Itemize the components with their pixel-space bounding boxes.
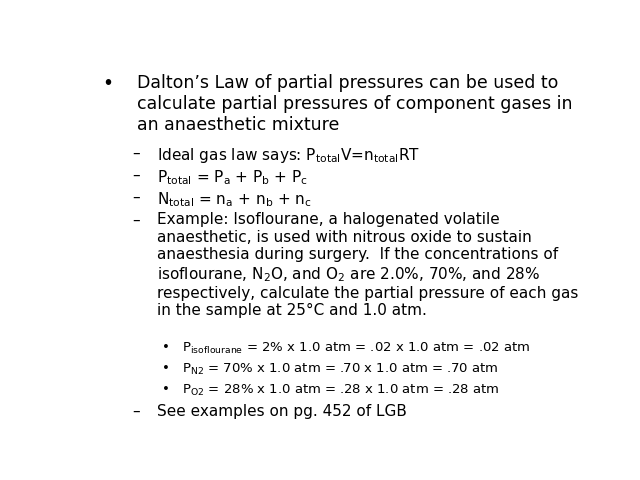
Text: –: – [132, 146, 140, 161]
Text: See examples on pg. 452 of LGB: See examples on pg. 452 of LGB [157, 404, 407, 419]
Text: –: – [132, 190, 140, 205]
Text: P$_\mathregular{isoflourane}$ = 2% x 1.0 atm = .02 x 1.0 atm = .02 atm: P$_\mathregular{isoflourane}$ = 2% x 1.0… [182, 341, 531, 356]
Text: N$_\mathregular{total}$ = n$_\mathregular{a}$ + n$_\mathregular{b}$ + n$_\mathre: N$_\mathregular{total}$ = n$_\mathregula… [157, 190, 312, 209]
Text: Example: Isoflourane, a halogenated volatile
anaesthetic, is used with nitrous o: Example: Isoflourane, a halogenated vola… [157, 212, 579, 318]
Text: •: • [102, 74, 113, 93]
Text: –: – [132, 404, 140, 419]
Text: P$_\mathregular{O2}$ = 28% x 1.0 atm = .28 x 1.0 atm = .28 atm: P$_\mathregular{O2}$ = 28% x 1.0 atm = .… [182, 383, 499, 398]
Text: –: – [132, 212, 140, 228]
Text: •: • [162, 362, 170, 375]
Text: P$_\mathregular{total}$ = P$_\mathregular{a}$ + P$_\mathregular{b}$ + P$_\mathre: P$_\mathregular{total}$ = P$_\mathregula… [157, 168, 308, 187]
Text: •: • [162, 341, 170, 354]
Text: P$_\mathregular{N2}$ = 70% x 1.0 atm = .70 x 1.0 atm = .70 atm: P$_\mathregular{N2}$ = 70% x 1.0 atm = .… [182, 362, 498, 377]
Text: Dalton’s Law of partial pressures can be used to
calculate partial pressures of : Dalton’s Law of partial pressures can be… [137, 74, 573, 134]
Text: –: – [132, 168, 140, 183]
Text: Ideal gas law says: P$_\mathregular{total}$V=n$_\mathregular{total}$RT: Ideal gas law says: P$_\mathregular{tota… [157, 146, 420, 165]
Text: •: • [162, 383, 170, 396]
